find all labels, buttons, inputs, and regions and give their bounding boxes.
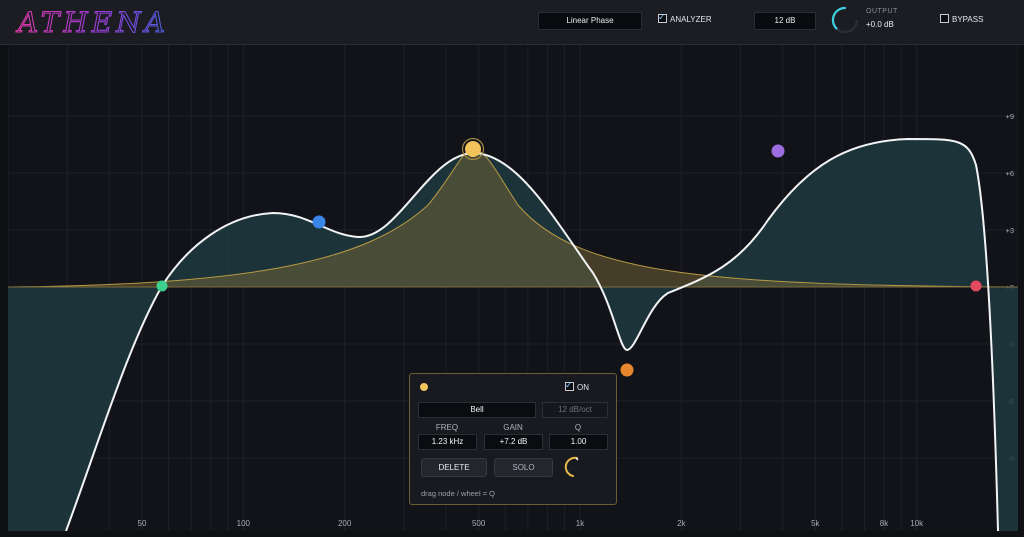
freq-tick-label: 500 (472, 519, 486, 528)
svg-text:ATHENA: ATHENA (15, 6, 169, 39)
band-type-select[interactable]: Bell (418, 402, 536, 418)
freq-tick-label: 8k (880, 519, 889, 528)
freq-tick-label: 200 (338, 519, 352, 528)
freq-tick-label: 10k (910, 519, 924, 528)
eq-node-4[interactable] (620, 363, 634, 377)
band-editor-panel: ON Bell 12 dB/oct FREQ GAIN Q 1.23 kHz +… (409, 373, 617, 505)
response-curve (65, 137, 999, 531)
gain-label: GAIN (503, 423, 523, 432)
db-tick-label: +3 (1005, 226, 1014, 235)
analyzer-checkbox[interactable] (658, 11, 667, 23)
freq-label: FREQ (435, 423, 459, 432)
top-toolbar: ATHENA Linear Phase ANALYZER 12 dB OUTPU… (0, 0, 1024, 45)
band-on-checkbox[interactable] (565, 379, 574, 391)
analyzer-toggle[interactable]: ANALYZER (658, 11, 712, 26)
freq-tick-label: 5k (811, 519, 820, 528)
eq-node-3-selection-ring (461, 137, 485, 161)
freq-tick-label: 2k (677, 519, 686, 528)
output-label: OUTPUT (866, 8, 898, 15)
freq-tick-label: 100 (237, 519, 251, 528)
response-fill (8, 139, 1018, 531)
db-tick-label: +9 (1005, 112, 1014, 121)
eq-node-2[interactable] (312, 215, 326, 229)
bypass-toggle[interactable]: BYPASS (940, 14, 983, 26)
band-hint-text: drag node / wheel = Q (421, 489, 496, 498)
output-knob[interactable] (830, 5, 860, 35)
band-slope-select[interactable]: 12 dB/oct (542, 402, 608, 418)
analyzer-label: ANALYZER (670, 15, 712, 24)
phase-mode-select[interactable]: Linear Phase (538, 12, 642, 30)
band-on-label: ON (577, 383, 589, 392)
athena-logo: ATHENA (14, 5, 169, 39)
db-tick-label: +6 (1005, 169, 1014, 178)
delete-band-button[interactable]: DELETE (421, 458, 487, 477)
gain-input[interactable]: +7.2 dB (484, 434, 543, 450)
band-on-toggle[interactable]: ON (565, 379, 589, 394)
eq-node-1[interactable] (156, 280, 168, 292)
output-value: +0.0 dB (866, 20, 894, 29)
q-input[interactable]: 1.00 (549, 434, 608, 450)
freq-tick-label: 50 (138, 519, 147, 528)
q-label: Q (574, 423, 582, 432)
frequency-axis: 50 100 200 500 1k 2k 5k 8k 10k (138, 519, 925, 528)
q-knob[interactable] (563, 454, 585, 480)
eq-node-5[interactable] (771, 144, 785, 158)
eq-node-6[interactable] (970, 280, 982, 292)
bypass-label: BYPASS (952, 15, 984, 24)
eq-node-3[interactable] (465, 141, 481, 157)
freq-input[interactable]: 1.23 kHz (418, 434, 477, 450)
band-color-dot (420, 383, 428, 391)
freq-tick-label: 1k (576, 519, 585, 528)
solo-band-button[interactable]: SOLO (494, 458, 553, 477)
bypass-checkbox[interactable] (940, 14, 949, 23)
display-range-select[interactable]: 12 dB (754, 12, 816, 30)
